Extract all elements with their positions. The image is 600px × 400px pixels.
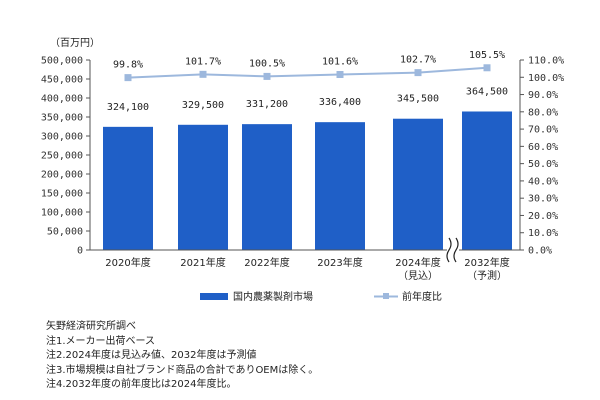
note-source: 矢野経済研究所調べ bbox=[46, 321, 136, 332]
legend-bar-swatch bbox=[200, 293, 228, 300]
y-right-tick-label: 100.0% bbox=[528, 73, 564, 84]
yoy-value-label: 105.5% bbox=[469, 50, 505, 61]
y-left-tick-label: 450,000 bbox=[41, 75, 83, 86]
yoy-point bbox=[414, 69, 422, 77]
note-2: 注2.2024年度は見込み値、2032年度は予測値 bbox=[46, 350, 257, 361]
legend: 国内農薬製剤市場 前年度比 bbox=[200, 290, 442, 303]
line-series: 99.8% 101.7% 100.5% 101.6% 102.7% 105.5% bbox=[113, 50, 505, 82]
yoy-value-label: 101.7% bbox=[185, 56, 221, 67]
x-category-label: 2024年度 bbox=[395, 256, 440, 269]
x-category-label: 2020年度 bbox=[105, 256, 150, 269]
yoy-point bbox=[124, 74, 132, 82]
x-category-label: 2022年度 bbox=[244, 256, 289, 269]
x-category-label: 2023年度 bbox=[317, 256, 362, 269]
bar-value-label: 364,500 bbox=[466, 86, 508, 97]
note-3: 注3.市場規模は自社ブランド商品の合計でありOEMは除く。 bbox=[46, 364, 319, 376]
axis-break-mark bbox=[446, 237, 452, 263]
y-right-tick-label: 50.0% bbox=[528, 159, 558, 170]
x-category-sublabel: （予測） bbox=[467, 269, 507, 282]
yoy-point bbox=[483, 64, 491, 72]
y-right-tick-label: 60.0% bbox=[528, 142, 558, 153]
bar bbox=[103, 126, 153, 250]
yoy-value-label: 101.6% bbox=[322, 57, 358, 68]
y-left-tick-label: 300,000 bbox=[41, 132, 83, 143]
axis-break-mark bbox=[453, 237, 459, 263]
y-right-tick-label: 10.0% bbox=[528, 228, 558, 239]
y-left-tick-label: 200,000 bbox=[41, 170, 83, 181]
y-left-tick-label: 50,000 bbox=[47, 227, 83, 238]
y-left-tick-label: 150,000 bbox=[41, 189, 83, 200]
yoy-point bbox=[199, 70, 207, 78]
x-category-label: 2032年度 bbox=[464, 256, 509, 269]
bar bbox=[462, 111, 512, 251]
bar bbox=[242, 124, 292, 250]
x-category-sublabel: （見込） bbox=[398, 270, 438, 282]
yoy-value-label: 100.5% bbox=[249, 58, 285, 69]
y-left-tick-label: 500,000 bbox=[41, 56, 83, 67]
bar-value-label: 336,400 bbox=[319, 97, 361, 108]
legend-line-marker bbox=[383, 293, 389, 299]
yoy-value-label: 99.8% bbox=[113, 60, 143, 71]
y-right-tick-label: 90.0% bbox=[528, 90, 558, 101]
y-left-tick-label: 100,000 bbox=[41, 208, 83, 219]
legend-line-label: 前年度比 bbox=[402, 290, 442, 303]
y-right-tick-label: 40.0% bbox=[528, 176, 558, 187]
yoy-line bbox=[127, 66, 488, 79]
note-1: 注1.メーカー出荷ベース bbox=[46, 335, 156, 347]
yoy-point bbox=[263, 72, 271, 80]
y-left-tick-label: 250,000 bbox=[41, 151, 83, 162]
market-chart: （百万円） 324,100 329,500 331,200 336,400 345,50… bbox=[41, 37, 564, 303]
y-right-tick-label: 80.0% bbox=[528, 107, 558, 118]
legend-bar-label: 国内農薬製剤市場 bbox=[233, 290, 313, 303]
bar bbox=[393, 118, 443, 251]
yoy-point bbox=[336, 71, 344, 79]
y-right-tick-label: 30.0% bbox=[528, 194, 558, 205]
note-4: 注4.2032年度の前年度比は2024年度比。 bbox=[46, 379, 237, 390]
bar bbox=[315, 122, 365, 250]
bar-value-label: 329,500 bbox=[182, 100, 224, 111]
y-right-tick-label: 110.0% bbox=[528, 56, 564, 67]
x-category-label: 2021年度 bbox=[180, 256, 225, 269]
axes: 0 50,000 100,000 150,000 200,000 250,000 300,0… bbox=[41, 56, 564, 283]
bar-series: 324,100 329,500 331,200 336,400 345,500 364,5… bbox=[103, 86, 512, 251]
bar bbox=[178, 124, 228, 250]
y-left-unit-label: （百万円） bbox=[50, 37, 100, 49]
y-left-tick-label: 400,000 bbox=[41, 94, 83, 105]
yoy-value-label: 102.7% bbox=[400, 55, 436, 66]
y-right-tick-label: 20.0% bbox=[528, 211, 558, 222]
y-right-tick-label: 70.0% bbox=[528, 125, 558, 136]
y-left-tick-label: 0 bbox=[77, 246, 83, 257]
y-left-tick-label: 350,000 bbox=[41, 113, 83, 124]
source-notes: 矢野経済研究所調べ 注1.メーカー出荷ベース 注2.2024年度は見込み値、20… bbox=[46, 320, 318, 393]
bar-value-label: 345,500 bbox=[397, 94, 439, 105]
y-right-tick-label: 0.0% bbox=[528, 246, 552, 257]
bar-value-label: 331,200 bbox=[246, 99, 288, 110]
bar-value-label: 324,100 bbox=[107, 102, 149, 113]
